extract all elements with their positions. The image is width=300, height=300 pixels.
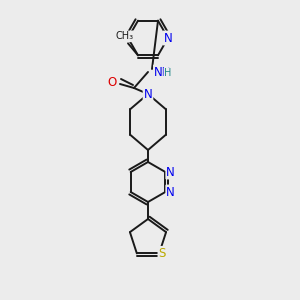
Text: N: N: [144, 88, 152, 100]
Text: H: H: [164, 68, 172, 78]
Text: S: S: [158, 247, 166, 260]
Text: CH₃: CH₃: [116, 31, 134, 41]
Text: N: N: [164, 32, 172, 44]
Text: N: N: [166, 166, 175, 178]
Text: O: O: [107, 76, 117, 88]
Text: N: N: [166, 185, 175, 199]
Text: NH: NH: [154, 65, 172, 79]
